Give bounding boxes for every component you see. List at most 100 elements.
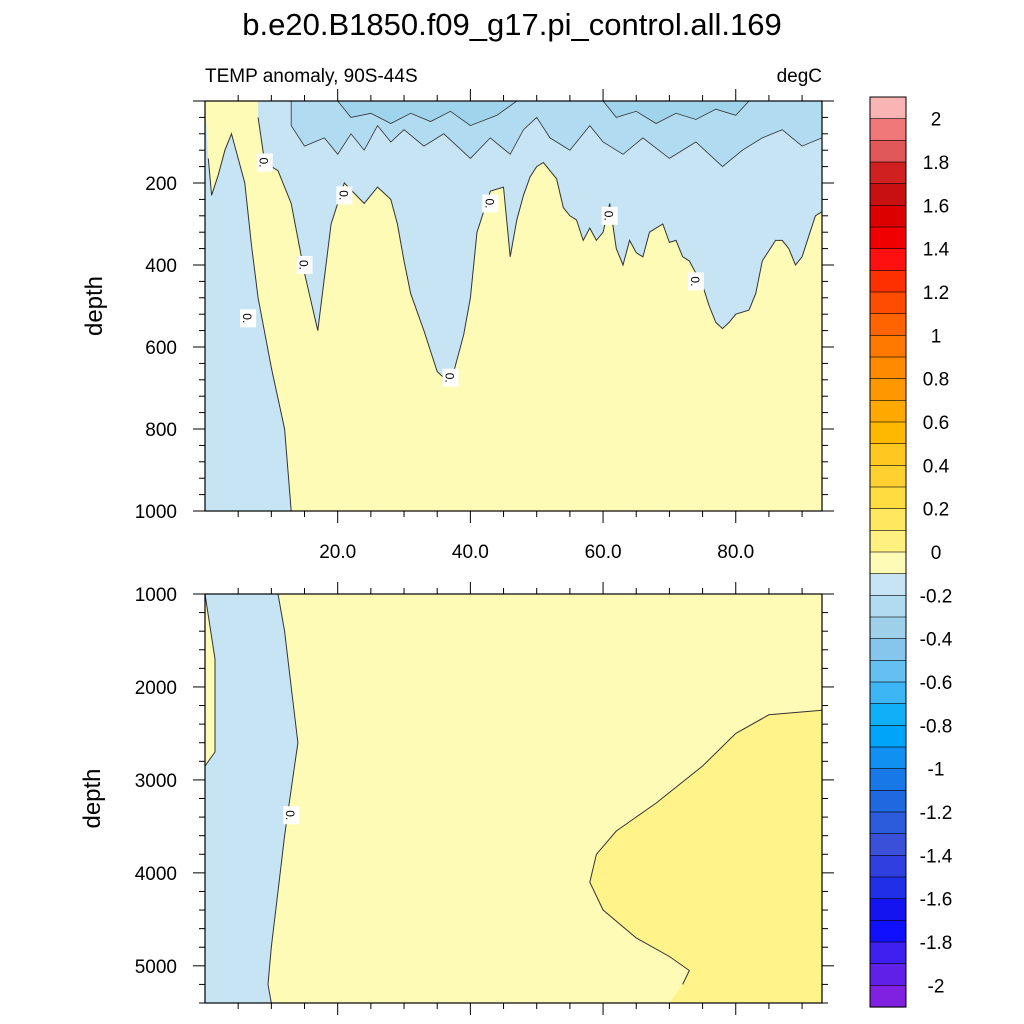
colorbar-swatch: [869, 855, 907, 878]
colorbar-swatch: [869, 183, 907, 206]
negative-region-left: [205, 101, 292, 511]
x-tick-label: 60.0: [585, 542, 622, 563]
colorbar-swatch: [869, 595, 907, 618]
warmer-region: [589, 710, 822, 1003]
y-tick-label: 3000: [135, 771, 177, 792]
colorbar-label: -1.2: [920, 803, 953, 824]
zero-contour-line: [257, 117, 823, 385]
zero-contour-line: [204, 593, 216, 767]
colorbar-swatch: [869, 725, 907, 748]
zero-contour-line: [207, 132, 292, 512]
svg-text:0.: 0.: [336, 190, 350, 200]
svg-text:0.: 0.: [240, 313, 254, 323]
contour-label: 0.: [687, 272, 704, 291]
colorbar-swatch: [869, 790, 907, 813]
negative-region: [205, 594, 298, 1003]
y-axis-label: depth: [79, 768, 106, 828]
colorbar-swatch: [869, 421, 907, 445]
colorbar-swatch: [869, 226, 907, 250]
colorbar-swatch: [869, 378, 907, 401]
colorbar-swatch: [869, 768, 907, 791]
colorbar-swatch: [869, 291, 907, 315]
colorbar-swatch: [869, 356, 907, 380]
colorbar-label: -0.2: [920, 586, 953, 607]
darkest-negative-band: [336, 100, 519, 127]
colorbar-label: 0.2: [923, 500, 949, 521]
colorbar-swatch: [869, 530, 907, 553]
figure-title: b.e20.B1850.f09_g17.pi_control.all.169: [242, 7, 782, 42]
colorbar-label: -0.8: [920, 716, 953, 737]
colorbar-label: -0.4: [920, 630, 953, 651]
svg-text:0.: 0.: [482, 198, 496, 208]
colorbar-swatch: [869, 313, 907, 336]
x-tick-label: 40.0: [452, 542, 489, 563]
contour-label: 0.: [601, 206, 618, 225]
svg-text:0.: 0.: [257, 157, 271, 167]
contour-label: 0.: [240, 309, 257, 328]
y-tick-label: 5000: [135, 957, 177, 978]
colorbar-swatch: [869, 248, 907, 271]
svg-text:0.: 0.: [297, 260, 311, 270]
colorbar-swatch: [869, 963, 907, 986]
y-tick-label: 400: [145, 256, 177, 277]
plot-frame: [204, 100, 823, 512]
colorbar-label: 0.6: [923, 413, 949, 434]
colorbar-swatch: [869, 443, 907, 466]
colorbar-label: 1.6: [923, 196, 949, 217]
colorbar-swatch: [869, 833, 907, 856]
colorbar-swatch: [869, 985, 907, 1008]
x-tick-label: 80.0: [717, 542, 754, 563]
right-subtitle: degC: [777, 66, 822, 87]
colorbar-label: -1.8: [920, 933, 953, 954]
contour-label: 0.: [296, 256, 313, 274]
colorbar-swatch: [869, 573, 907, 596]
colorbar-label: 0.4: [923, 456, 950, 477]
colorbar-label: 1: [931, 326, 942, 347]
colorbar-swatch: [869, 161, 907, 185]
colorbar: 2 1.8 1.6 1.4 1.2 1 0.8 0.6 0.4 0.2 0 -0.2 -0.4 -0.6 -…: [869, 96, 953, 1008]
y-tick-label: 600: [145, 338, 177, 359]
colorbar-swatch: [869, 508, 907, 531]
positive-sliver: [205, 594, 215, 766]
y-tick-label: 1000: [135, 585, 177, 606]
colorbar-swatch: [869, 660, 907, 683]
colorbar-swatch: [869, 335, 907, 358]
contour-0.1-line: [589, 709, 823, 985]
colorbar-swatch: [869, 486, 907, 510]
contour-label: 0.: [256, 153, 273, 172]
colorbar-swatch: [869, 465, 907, 488]
colorbar-swatch: [869, 96, 907, 120]
colorbar-frame: [869, 96, 907, 1008]
colorbar-swatch: [869, 811, 907, 835]
colorbar-label: -0.6: [920, 673, 953, 694]
x-tick-label: 20.0: [319, 542, 356, 563]
colorbar-swatch: [869, 638, 907, 661]
svg-text:0.: 0.: [602, 211, 616, 221]
colorbar-swatch: [869, 140, 907, 163]
contour-label: 0.: [442, 368, 459, 387]
colorbar-swatch: [869, 118, 907, 141]
colorbar-swatch: [869, 400, 907, 423]
contour-label: 0.: [336, 186, 353, 205]
colorbar-swatch: [869, 876, 907, 900]
svg-text:0.: 0.: [442, 373, 456, 383]
y-tick-label: 4000: [135, 864, 177, 885]
y-tick-label: 1000: [135, 502, 177, 523]
colorbar-swatch: [869, 920, 907, 943]
negative-region-shallow: [258, 101, 823, 384]
colorbar-label: -1.6: [920, 890, 953, 911]
colorbar-swatch: [869, 898, 907, 921]
colorbar-swatch: [869, 551, 907, 575]
upper-panel: 0. 0. 0. 0. 0. 0. 0. 0. 200 400 600 800 1000 20.0 40.0…: [81, 89, 834, 563]
colorbar-swatch: [869, 681, 907, 705]
darkest-negative-band: [602, 100, 750, 124]
colorbar-label: 2: [931, 110, 942, 131]
colorbar-label: 0: [931, 543, 942, 564]
colorbar-swatch: [869, 746, 907, 770]
lower-panel: 0. 1000 2000 3000 4000 5000 depth: [79, 582, 834, 1015]
contour-label: 0.: [283, 806, 300, 825]
colorbar-label: -2: [928, 976, 945, 997]
svg-text:0.: 0.: [688, 276, 702, 286]
colorbar-label: 0.8: [923, 370, 949, 391]
